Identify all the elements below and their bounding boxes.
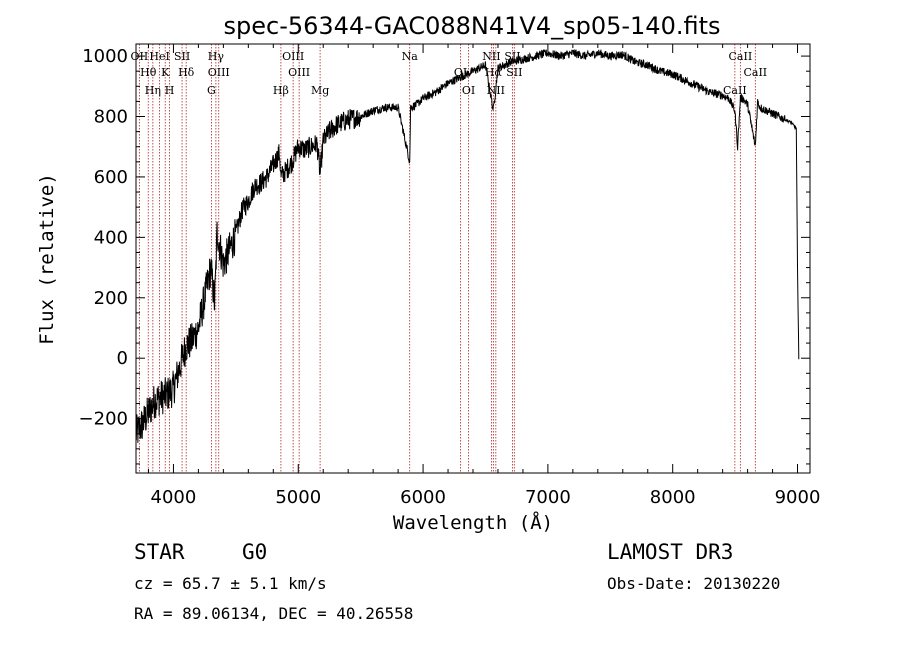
marker-label-13: OIII xyxy=(288,66,310,79)
marker-label-25: CaII xyxy=(743,66,767,79)
spectrum-line xyxy=(135,48,800,443)
marker-label-23: CaII xyxy=(723,84,747,97)
marker-label-3: HeI xyxy=(149,50,169,63)
x-tick-label-4: 8000 xyxy=(650,487,696,508)
marker-label-11: Hβ xyxy=(273,84,289,97)
marker-label-14: Mg xyxy=(311,84,329,97)
x-tick-label-0: 4000 xyxy=(151,487,197,508)
marker-label-12: OIII xyxy=(282,50,304,63)
x-tick-label-3: 7000 xyxy=(525,487,571,508)
marker-label-17: OI xyxy=(462,84,475,97)
y-tick-label-5: 800 xyxy=(94,107,128,128)
marker-label-18: NII xyxy=(482,50,500,63)
marker-label-5: H xyxy=(165,84,175,97)
y-tick-label-0: −200 xyxy=(79,409,128,430)
marker-label-10: OIII xyxy=(208,66,230,79)
y-tick-label-3: 400 xyxy=(94,227,128,248)
sky-coordinates: RA = 89.06134, DEC = 40.26558 xyxy=(134,604,414,623)
y-tick-label-1: 0 xyxy=(117,348,128,369)
x-axis-label: Wavelength (Å) xyxy=(393,511,553,534)
x-tick-label-2: 6000 xyxy=(400,487,446,508)
marker-label-8: G xyxy=(207,84,216,97)
y-axis-ticks: −200 0 200 400 600 800 1000 xyxy=(79,46,810,465)
y-tick-label-4: 600 xyxy=(94,167,128,188)
marker-label-6: SII xyxy=(174,50,190,63)
chart-title: spec-56344-GAC088N41V4_sp05-140.fits xyxy=(224,12,721,40)
marker-label-22: SII xyxy=(506,66,522,79)
redshift-velocity: cz = 65.7 ± 5.1 km/s xyxy=(134,574,327,593)
x-tick-label-5: 9000 xyxy=(775,487,821,508)
y-tick-label-6: 1000 xyxy=(82,46,128,67)
object-class: STAR xyxy=(134,540,185,564)
spectral-line-labels: OIIHθHηHeIKHSIIHδGHγOIIIHβOIIIOIIIMgNaOI… xyxy=(131,50,768,97)
spectral-line-markers xyxy=(138,44,756,473)
plot-frame xyxy=(135,43,811,474)
marker-label-24: CaII xyxy=(729,50,753,63)
y-tick-label-2: 200 xyxy=(94,288,128,309)
object-subclass: G0 xyxy=(242,540,268,564)
x-tick-label-1: 5000 xyxy=(275,487,321,508)
marker-label-2: Hη xyxy=(145,84,161,97)
marker-label-9: Hγ xyxy=(208,50,225,63)
marker-label-1: Hθ xyxy=(140,66,157,79)
marker-label-4: K xyxy=(161,66,170,79)
marker-label-7: Hδ xyxy=(178,66,195,79)
marker-label-15: Na xyxy=(402,50,419,63)
observation-date: Obs-Date: 20130220 xyxy=(607,574,781,593)
survey-name: LAMOST DR3 xyxy=(607,540,734,564)
x-axis-ticks: 4000 5000 6000 7000 8000 9000 xyxy=(147,44,821,508)
y-axis-label: Flux (relative) xyxy=(36,173,58,345)
